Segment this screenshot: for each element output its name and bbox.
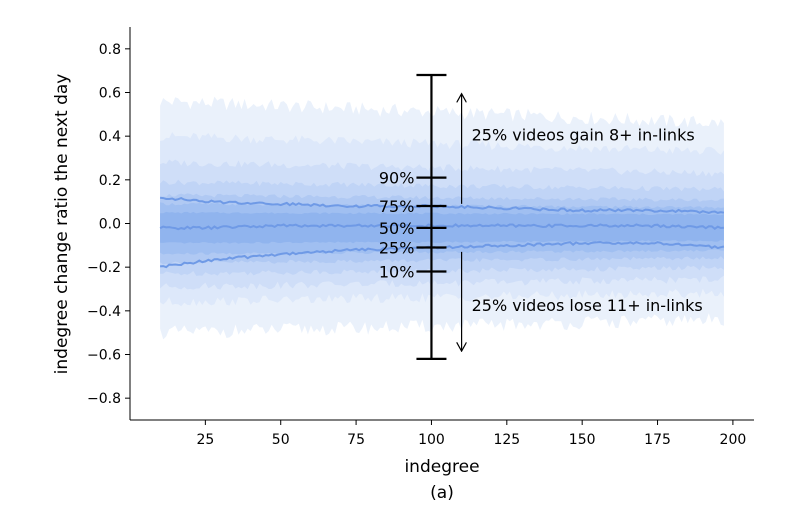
- percentile-mark-label: 90%: [379, 169, 415, 188]
- gain-annotation: 25% videos gain 8+ in-links: [472, 126, 695, 145]
- lose-annotation: 25% videos lose 11+ in-links: [472, 296, 703, 315]
- x-tick-label: 75: [347, 432, 365, 448]
- x-tick-label: 25: [196, 432, 214, 448]
- percentile-mark-label: 10%: [379, 263, 415, 282]
- x-tick-label: 125: [493, 432, 520, 448]
- percentile-mark-label: 50%: [379, 219, 415, 238]
- y-tick-label: −0.8: [87, 391, 121, 407]
- y-tick-label: −0.6: [87, 348, 121, 364]
- percentile-line: [159, 223, 724, 231]
- y-axis-title: indegree change ratio the next day: [52, 74, 72, 375]
- percentile-whisker: 90% 75% 50%25% 10%: [379, 73, 447, 360]
- y-tick-label: −0.2: [87, 260, 121, 276]
- percentile-mark-label: 25%: [379, 239, 415, 258]
- x-tick-label: 50: [272, 432, 290, 448]
- x-tick-label: 150: [569, 432, 596, 448]
- x-tick-label: 100: [418, 432, 445, 448]
- x-tick-label: 175: [644, 432, 671, 448]
- x-tick-label: 200: [720, 432, 747, 448]
- y-tick-label: 0.0: [99, 217, 121, 233]
- y-tick-label: −0.4: [87, 304, 121, 320]
- y-ticks: 0.8 0.6 0.4 0.2 0.0 −0.2 −0.4 −0.6 −0.8: [87, 42, 130, 407]
- y-tick-label: 0.6: [99, 86, 121, 102]
- x-axis-title: indegree: [404, 457, 479, 477]
- y-tick-label: 0.2: [99, 173, 121, 189]
- percentile-mark-label: 75%: [379, 197, 415, 216]
- y-tick-label: 0.8: [99, 42, 121, 58]
- figure-caption: (a): [430, 483, 454, 503]
- y-tick-label: 0.4: [99, 129, 121, 145]
- x-ticks: 25 50 75 100 125 150 175 200: [196, 420, 746, 448]
- annotations: 25% videos gain 8+ in-links 25% videos lo…: [462, 95, 703, 350]
